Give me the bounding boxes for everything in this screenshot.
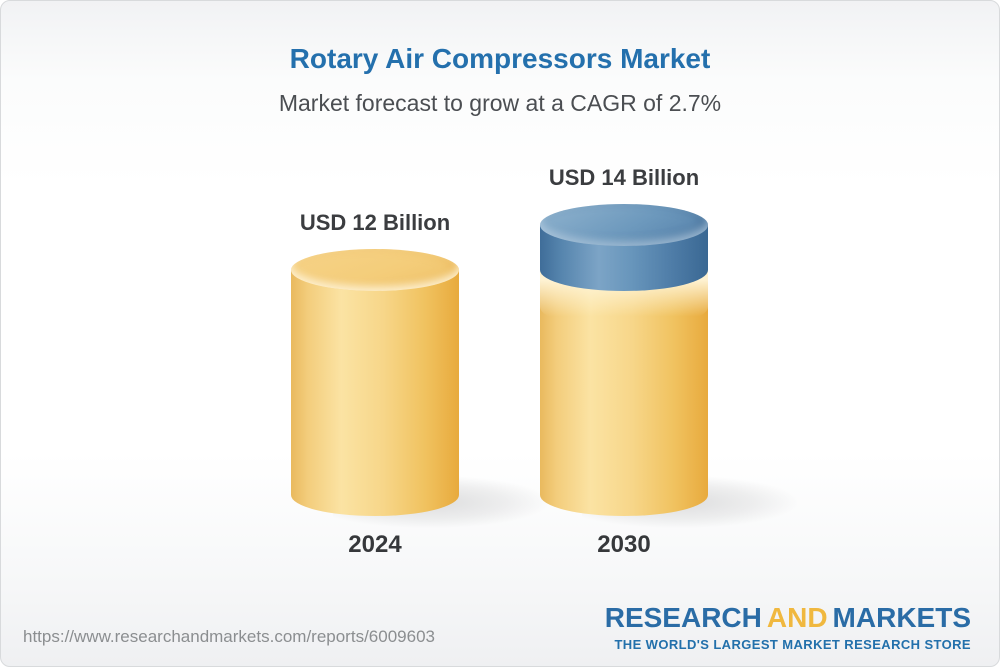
cylinder-2024 [291, 249, 548, 528]
page-title: Rotary Air Compressors Market [289, 43, 711, 74]
logo-word-markets: MARKETS [832, 602, 971, 633]
logo-word-and: AND [766, 602, 828, 633]
logo-wordmark: RESEARCH AND MARKETS [605, 602, 971, 634]
bar-2024: USD 12 Billion 2024 [291, 210, 548, 558]
source-url: https://www.researchandmarkets.com/repor… [23, 627, 435, 646]
cylinder-body [291, 270, 459, 516]
cylinder-2030 [540, 204, 797, 528]
logo-word-research: RESEARCH [604, 602, 762, 633]
logo-tagline: THE WORLD'S LARGEST MARKET RESEARCH STOR… [614, 637, 971, 652]
axis-label-2030: 2030 [597, 531, 651, 558]
value-label-2030: USD 14 Billion [548, 165, 700, 190]
page-subtitle: Market forecast to grow at a CAGR of 2.7… [278, 90, 722, 116]
bar-2030: USD 14 Billion 2030 [540, 165, 797, 558]
researchandmarkets-logo: RESEARCH AND MARKETS THE WORLD'S LARGEST M… [605, 602, 971, 652]
growth-segment-top-face [540, 204, 708, 246]
cylinder-top-face [291, 249, 459, 291]
value-label-2024: USD 12 Billion [299, 210, 451, 235]
axis-label-2024: 2024 [348, 531, 402, 558]
